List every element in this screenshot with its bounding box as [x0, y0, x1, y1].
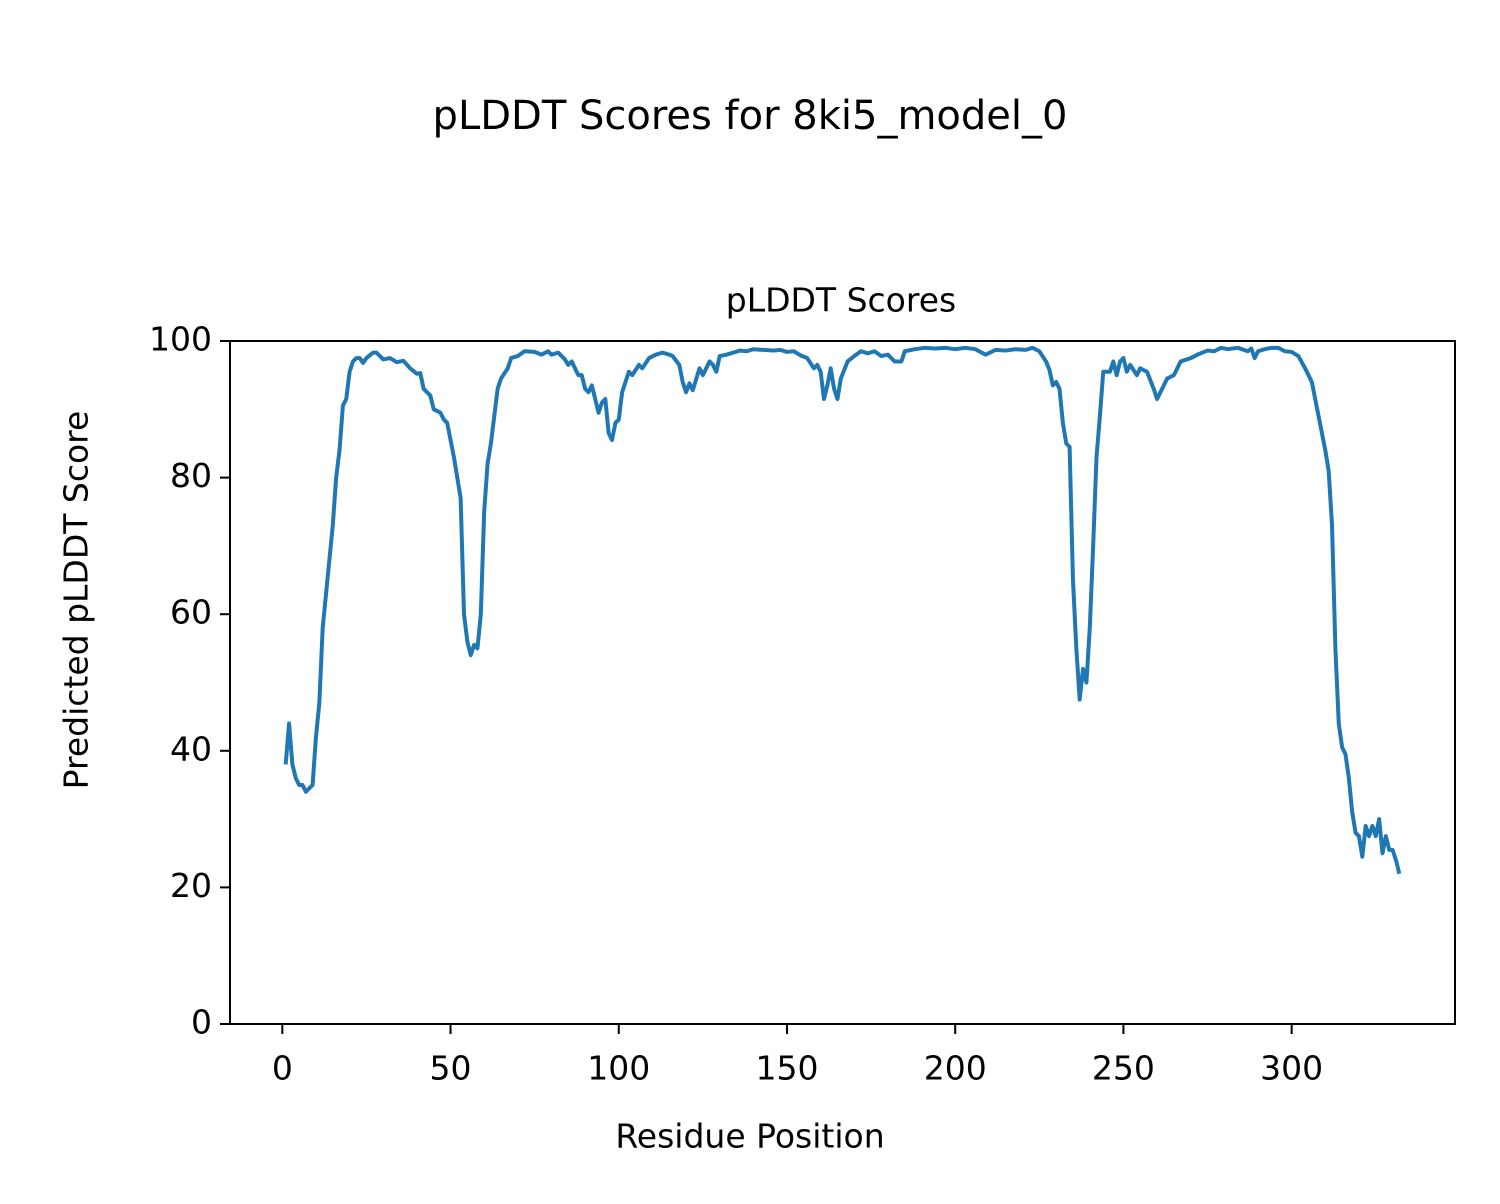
x-tick-label: 100 [587, 1049, 650, 1088]
y-tick-label: 20 [170, 866, 212, 905]
figure-title: pLDDT Scores for 8ki5_model_0 [433, 93, 1068, 139]
data-line [283, 345, 1402, 875]
axes-frame [229, 340, 1456, 1025]
x-tick-label: 300 [1260, 1049, 1323, 1088]
x-axis-label: Residue Position [615, 1117, 884, 1156]
y-tick-label: 0 [191, 1003, 212, 1042]
x-tick-label: 250 [1092, 1049, 1155, 1088]
x-tick-label: 200 [924, 1049, 987, 1088]
y-tick-label: 100 [149, 320, 212, 359]
x-tick-label: 0 [272, 1049, 293, 1088]
x-tick-label: 50 [430, 1049, 472, 1088]
y-tick-label: 80 [170, 456, 212, 495]
y-axis-label: Predicted pLDDT Score [57, 411, 96, 790]
y-tick-label: 60 [170, 593, 212, 632]
axes-title: pLDDT Scores [726, 281, 956, 320]
x-tick-label: 150 [755, 1049, 818, 1088]
y-tick-label: 40 [170, 729, 212, 768]
